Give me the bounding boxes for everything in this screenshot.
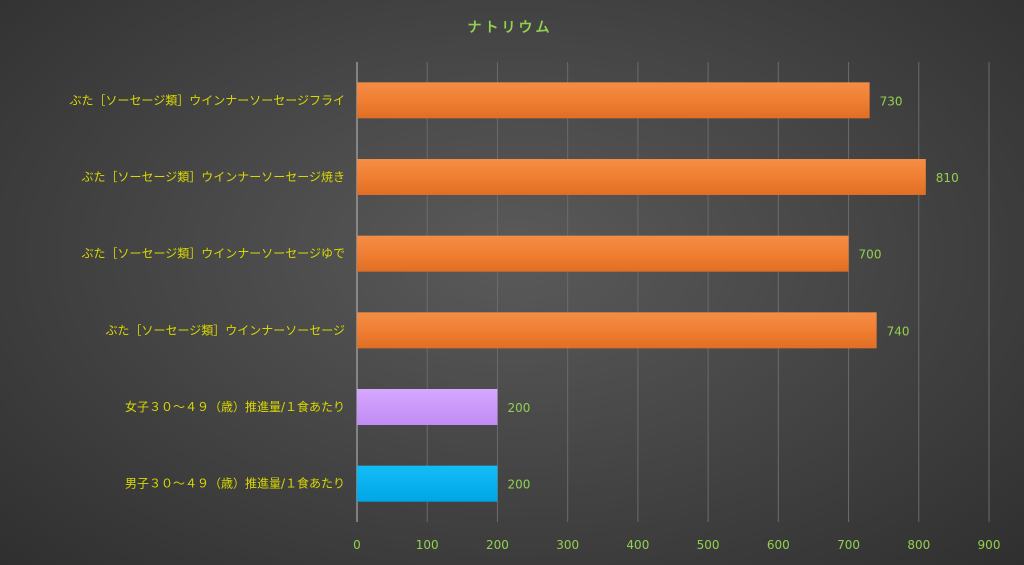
category-label: 男子３０～４９（歳）推進量/１食あたり [125,476,345,491]
bar [357,465,498,502]
data-labels: 730 810 700 740 200 200 [507,94,958,491]
data-label: 740 [887,324,910,338]
data-label: 810 [936,171,959,185]
gridlines [356,62,990,522]
category-labels: ぶた［ソーセージ類］ウインナーソーセージフライぶた［ソーセージ類］ウインナーソー… [69,93,345,490]
x-tick-label: 400 [626,538,649,552]
bar [357,235,849,272]
bar [357,82,870,119]
bars [357,82,926,502]
data-label: 730 [880,94,903,108]
chart-title: ナトリウム [468,20,553,36]
bar [357,389,498,425]
data-label: 700 [859,248,882,262]
category-label: ぶた［ソーセージ類］ウインナーソーセージ焼き [81,170,345,184]
bar [357,159,926,195]
x-tick-label: 700 [837,538,860,552]
x-axis-ticks: 0 100 200 300 400 500 600 700 800 900 [353,538,1000,552]
x-tick-label: 0 [353,538,361,552]
category-label: 女子３０～４９（歳）推進量/１食あたり [125,399,345,414]
x-tick-label: 500 [697,538,720,552]
data-label: 200 [507,478,530,492]
data-label: 200 [507,401,530,415]
x-tick-label: 300 [556,538,579,552]
bar [357,312,877,349]
category-label: ぶた［ソーセージ類］ウインナーソーセージフライ [69,93,345,107]
category-label: ぶた［ソーセージ類］ウインナーソーセージ [105,323,345,337]
x-tick-label: 900 [978,538,1001,552]
x-tick-label: 100 [416,538,439,552]
category-label: ぶた［ソーセージ類］ウインナーソーセージゆで [81,247,345,261]
x-tick-label: 200 [486,538,509,552]
x-tick-label: 800 [907,538,930,552]
x-tick-label: 600 [767,538,790,552]
